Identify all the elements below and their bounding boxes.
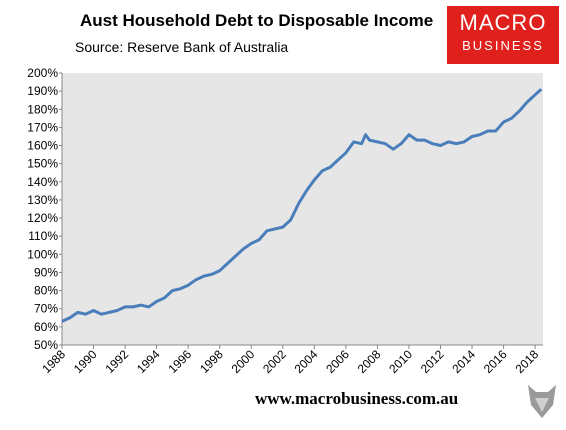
x-tick-label: 1994: [134, 347, 163, 376]
y-tick-label: 60%: [34, 320, 58, 334]
y-tick-label: 110%: [28, 229, 58, 243]
y-tick-label: 180%: [27, 102, 58, 116]
x-tick-label: 1996: [166, 347, 195, 376]
footer-url: www.macrobusiness.com.au: [255, 389, 458, 408]
x-tick-label: 2000: [229, 347, 258, 376]
y-tick-label: 130%: [27, 193, 58, 207]
x-tick-label: 2018: [512, 347, 541, 376]
fox-icon: [528, 385, 556, 418]
data-line: [61, 88, 543, 323]
x-tick-label: 1992: [102, 347, 131, 376]
y-tick-label: 150%: [27, 157, 58, 171]
x-tick-label: 2010: [386, 347, 415, 376]
x-tick-label: 2004: [292, 347, 321, 376]
logo-text: BUSINESS: [462, 38, 544, 53]
chart-title: Aust Household Debt to Disposable Income: [80, 11, 433, 30]
x-tick-label: 2006: [323, 347, 352, 376]
y-tick-label: 170%: [27, 120, 58, 134]
logo-box: [447, 6, 559, 64]
y-tick-label: 90%: [34, 265, 58, 279]
y-tick-label: 50%: [34, 338, 58, 352]
x-tick-label: 2012: [418, 347, 447, 376]
x-tick-label: 1998: [197, 347, 226, 376]
y-tick-label: 160%: [27, 139, 58, 153]
y-tick-label: 140%: [27, 175, 58, 189]
y-tick-label: 100%: [27, 247, 58, 261]
x-tick-label: 2008: [355, 347, 384, 376]
chart-subtitle: Source: Reserve Bank of Australia: [75, 39, 288, 55]
x-tick-label: 2002: [260, 347, 289, 376]
x-tick-label: 2014: [449, 347, 478, 376]
y-tick-label: 80%: [34, 284, 58, 298]
y-tick-label: 190%: [27, 84, 58, 98]
x-tick-label: 1990: [71, 347, 100, 376]
x-tick-label: 2016: [481, 347, 510, 376]
logo-text: MACRO: [460, 10, 547, 35]
plot-area: [62, 73, 543, 345]
y-tick-label: 70%: [34, 302, 58, 316]
y-tick-label: 120%: [27, 211, 58, 225]
y-tick-label: 200%: [27, 66, 58, 80]
